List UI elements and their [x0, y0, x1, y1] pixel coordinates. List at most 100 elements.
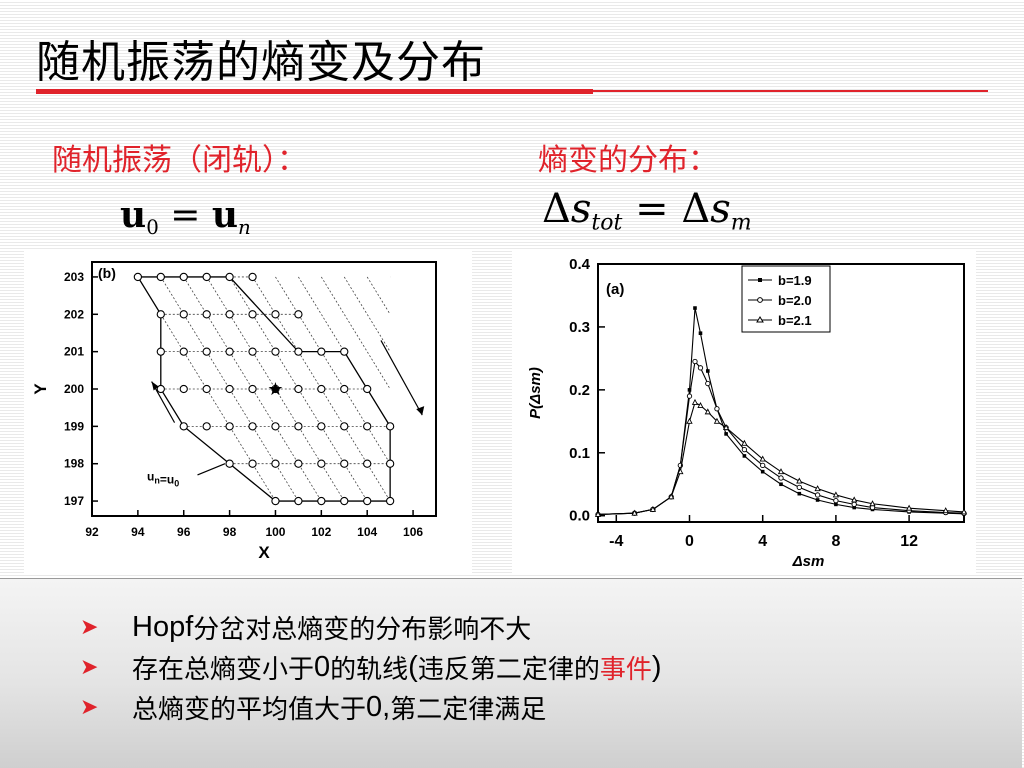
- y-tick-label: 197: [64, 494, 84, 508]
- bullet-2-highlight: 事件: [599, 655, 652, 685]
- y-tick-label: 202: [64, 307, 84, 321]
- data-point: [851, 496, 858, 503]
- data-point: [722, 424, 730, 431]
- bullet-2-part-4: (: [408, 651, 418, 683]
- lattice-point: [202, 347, 211, 356]
- data-point: [693, 306, 697, 310]
- bullet-item-3: ➤ 总熵变的平均值大于 0, 第二定律满足: [80, 689, 546, 726]
- data-point: [833, 497, 839, 504]
- bullet-2-part-5: 违反第二定律的: [417, 655, 600, 685]
- lattice-point: [225, 422, 234, 431]
- plot-frame: [91, 261, 437, 517]
- formula-sub-left: 0: [146, 215, 159, 239]
- formula-equals-2: =: [635, 186, 669, 232]
- lattice-point: [156, 347, 165, 356]
- annotation-arrow: [197, 463, 226, 476]
- x-tick-label: 92: [85, 525, 99, 539]
- lattice-point: [317, 459, 326, 468]
- right-heading: 熵变的分布：: [538, 143, 718, 178]
- lattice-point: [271, 347, 280, 356]
- orbit-track: [343, 276, 391, 352]
- data-point: [960, 508, 968, 515]
- lattice-point: [271, 422, 280, 431]
- y-tick-label: 0.0: [569, 508, 590, 525]
- lattice-point: [340, 347, 349, 356]
- x-tick-label: 8: [831, 533, 840, 550]
- bullet-2-part-2: 0: [314, 651, 331, 683]
- data-point: [697, 365, 704, 371]
- legend-marker: [757, 297, 763, 303]
- bullet-3-part-3: 第二定律满足: [390, 695, 547, 725]
- y-axis-label: Y: [31, 383, 50, 395]
- y-tick-label: 201: [64, 345, 84, 359]
- lattice-point: [156, 384, 165, 394]
- bullet-3-part-2: 0,: [366, 691, 391, 723]
- x-tick-label: 106: [403, 525, 423, 539]
- formula-u-right: u: [211, 194, 239, 236]
- lattice-point: [248, 384, 257, 394]
- data-point: [704, 408, 711, 415]
- lattice-point: [385, 459, 395, 468]
- lattice-point: [225, 459, 234, 468]
- lattice-plot-panel: 92 94 96 98 100 102 104 106 197 198 199 200 201 202 20…: [24, 250, 472, 574]
- arrow-left-head: [151, 381, 159, 391]
- lattice-point: [271, 310, 280, 319]
- data-point: [777, 468, 785, 475]
- formula-sub-right: n: [238, 215, 251, 239]
- data-point: [760, 469, 765, 474]
- lattice-point: [340, 496, 349, 506]
- lattice-point: [271, 384, 280, 394]
- lattice-point: [179, 422, 188, 431]
- data-point: [668, 493, 675, 500]
- data-point: [714, 406, 720, 412]
- lattice-point: [294, 384, 303, 394]
- data-point: [724, 432, 728, 436]
- lattice-point: [385, 422, 395, 431]
- data-point: [705, 380, 711, 387]
- lattice-point: [248, 422, 257, 431]
- data-point: [942, 507, 949, 514]
- formula-closed-orbit: u0 = un: [120, 194, 251, 239]
- lattice-point: [179, 347, 188, 356]
- lattice-point: [248, 347, 257, 356]
- y-tick-label: 198: [64, 457, 84, 471]
- lattice-point: [317, 384, 326, 394]
- y-tick-label: 199: [64, 419, 84, 433]
- lattice-point: [294, 310, 303, 319]
- x-tick-label: 102: [311, 525, 331, 539]
- lattice-point: [179, 310, 188, 319]
- formula-equals: =: [170, 195, 201, 236]
- data-point: [677, 468, 684, 475]
- data-point: [905, 504, 913, 511]
- lattice-point: [202, 384, 211, 394]
- data-point: [759, 455, 766, 462]
- data-point: [869, 500, 876, 507]
- formula-s-2: s: [710, 186, 731, 232]
- lattice-point: [317, 347, 326, 356]
- annotation-label: un=u0: [147, 470, 179, 489]
- lattice-point: [317, 422, 326, 431]
- y-tick-label: 0.3: [569, 319, 590, 336]
- bullet-3-part-1: 总熵变的平均值大于: [132, 695, 367, 725]
- title-underline-thin: [593, 90, 988, 92]
- x-tick-label: 94: [131, 525, 145, 539]
- bullet-2-part-3: 的轨线: [330, 655, 409, 685]
- orbit-track: [320, 276, 391, 390]
- bullet-1-part-1: Hopf: [132, 611, 194, 643]
- data-point: [814, 485, 821, 492]
- lattice-outline: [137, 276, 391, 502]
- x-axis-label: Δsm: [792, 553, 825, 570]
- lattice-point: [202, 422, 211, 431]
- y-tick-label: 0.1: [569, 445, 590, 462]
- lattice-point: [248, 310, 257, 319]
- formula-sub-tot: tot: [591, 210, 623, 236]
- lattice-point: [248, 459, 257, 468]
- bullet-item-1: ➤ Hopf 分岔对总熵变的分布影响不大: [80, 609, 531, 646]
- lattice-point: [294, 347, 303, 356]
- bullet-1-part-2: 分岔对总熵变的分布影响不大: [193, 615, 532, 645]
- lattice-point: [156, 310, 165, 319]
- data-point: [686, 417, 693, 424]
- formula-s-1: s: [570, 186, 592, 232]
- lattice-point: [225, 347, 234, 356]
- formula-entropy: Δstot = Δsm: [542, 186, 752, 236]
